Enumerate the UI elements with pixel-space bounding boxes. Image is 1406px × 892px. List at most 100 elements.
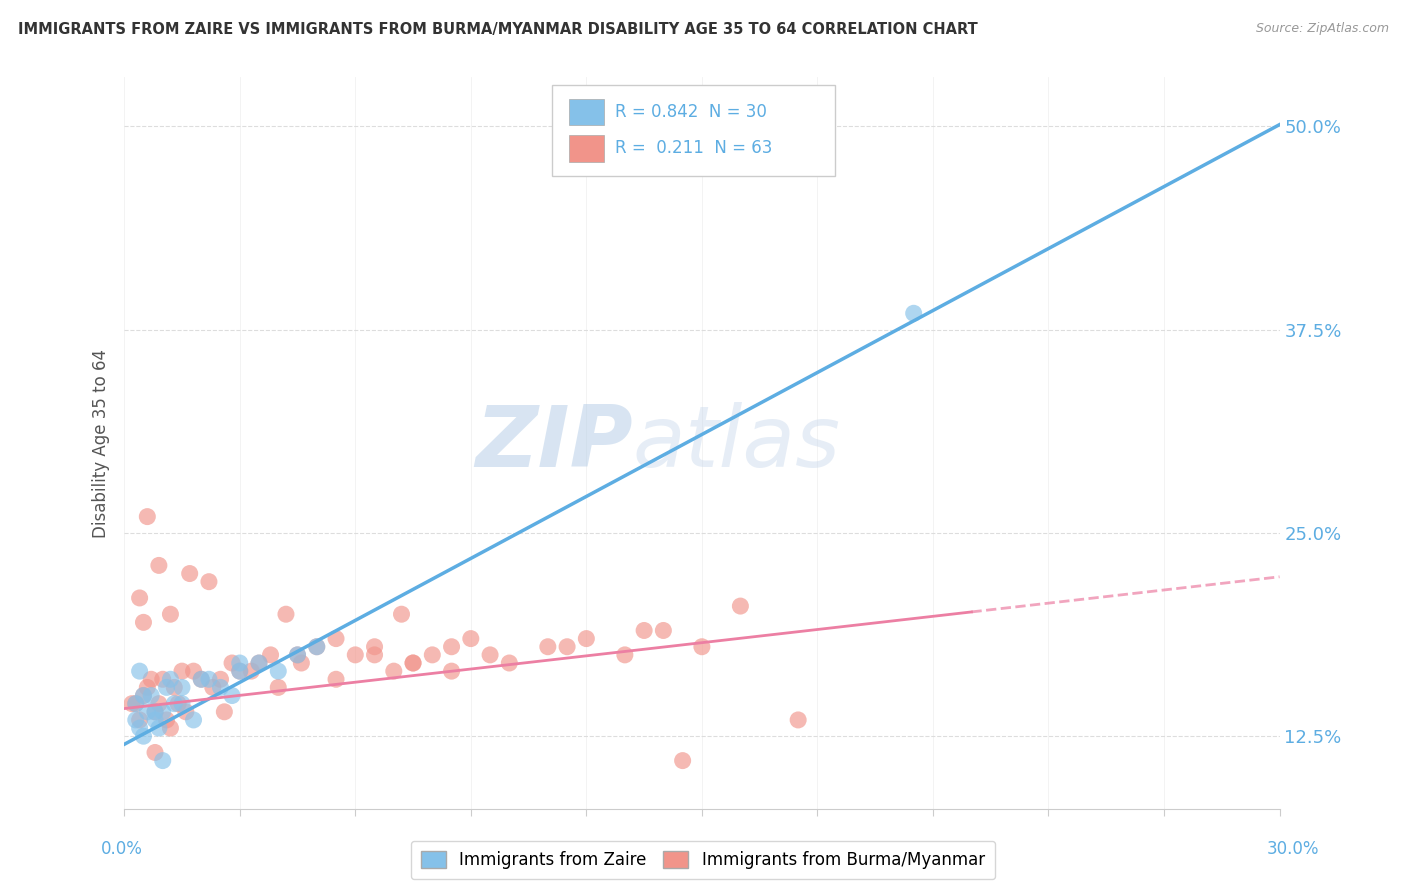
Point <box>344 648 367 662</box>
Text: Source: ZipAtlas.com: Source: ZipAtlas.com <box>1256 22 1389 36</box>
Point <box>128 591 150 605</box>
Point <box>247 656 270 670</box>
Legend: Immigrants from Zaire, Immigrants from Burma/Myanmar: Immigrants from Zaire, Immigrants from B… <box>411 841 995 880</box>
Point <box>305 640 328 654</box>
Point <box>209 681 232 695</box>
FancyBboxPatch shape <box>569 99 603 125</box>
Point <box>174 705 197 719</box>
Point <box>479 648 502 662</box>
Point <box>229 664 252 678</box>
Point <box>143 705 166 719</box>
FancyBboxPatch shape <box>551 85 835 177</box>
Point <box>402 656 425 670</box>
Point <box>214 705 236 719</box>
Point <box>128 721 150 735</box>
Point <box>274 607 297 622</box>
Point <box>141 689 163 703</box>
Y-axis label: Disability Age 35 to 64: Disability Age 35 to 64 <box>93 349 110 538</box>
Point <box>363 648 385 662</box>
Point <box>201 681 224 695</box>
Point <box>440 664 463 678</box>
Point <box>148 721 170 735</box>
Point <box>183 713 205 727</box>
Point <box>229 664 252 678</box>
Point <box>382 664 405 678</box>
Point <box>247 656 270 670</box>
Point <box>690 640 713 654</box>
Point <box>132 615 155 630</box>
Point <box>402 656 425 670</box>
Point <box>420 648 443 662</box>
Point <box>198 574 221 589</box>
Point <box>167 697 190 711</box>
Point <box>190 673 212 687</box>
Point <box>787 713 810 727</box>
Point <box>128 664 150 678</box>
Point <box>190 673 212 687</box>
Point <box>141 673 163 687</box>
Point <box>287 648 309 662</box>
Point <box>170 681 193 695</box>
Point <box>305 640 328 654</box>
Point <box>159 721 181 735</box>
Point <box>125 697 148 711</box>
Point <box>290 656 312 670</box>
Point <box>498 656 520 670</box>
Point <box>363 640 385 654</box>
Point <box>229 656 252 670</box>
Point <box>240 664 263 678</box>
Point <box>136 681 159 695</box>
Point <box>155 681 177 695</box>
Point <box>325 632 347 646</box>
Point <box>136 509 159 524</box>
Point <box>652 624 675 638</box>
Point <box>152 673 174 687</box>
Point <box>132 729 155 743</box>
Point <box>125 713 148 727</box>
Point <box>159 673 181 687</box>
Point <box>287 648 309 662</box>
Point <box>391 607 413 622</box>
Point <box>198 673 221 687</box>
Point <box>537 640 560 654</box>
Point <box>575 632 598 646</box>
Text: R = 0.842  N = 30: R = 0.842 N = 30 <box>616 103 768 120</box>
Text: 30.0%: 30.0% <box>1267 840 1319 858</box>
Point <box>209 673 232 687</box>
Point <box>148 697 170 711</box>
Point <box>132 689 155 703</box>
Point <box>730 599 752 613</box>
Point <box>221 689 243 703</box>
Point <box>267 664 290 678</box>
Point <box>170 664 193 678</box>
Point <box>555 640 578 654</box>
Text: ZIP: ZIP <box>475 402 633 485</box>
Point <box>633 624 655 638</box>
Point <box>672 754 695 768</box>
Point <box>183 664 205 678</box>
Point <box>155 713 177 727</box>
Point <box>143 705 166 719</box>
Point <box>440 640 463 654</box>
FancyBboxPatch shape <box>569 136 603 161</box>
Text: R =  0.211  N = 63: R = 0.211 N = 63 <box>616 139 773 158</box>
Point <box>325 673 347 687</box>
Point <box>259 648 281 662</box>
Point <box>125 697 148 711</box>
Text: IMMIGRANTS FROM ZAIRE VS IMMIGRANTS FROM BURMA/MYANMAR DISABILITY AGE 35 TO 64 C: IMMIGRANTS FROM ZAIRE VS IMMIGRANTS FROM… <box>18 22 979 37</box>
Point <box>460 632 482 646</box>
Point <box>148 558 170 573</box>
Point <box>179 566 201 581</box>
Point <box>170 697 193 711</box>
Point <box>613 648 636 662</box>
Point <box>132 689 155 703</box>
Point <box>143 746 166 760</box>
Point <box>152 705 174 719</box>
Point <box>903 306 925 320</box>
Point <box>267 681 290 695</box>
Point <box>221 656 243 670</box>
Point <box>121 697 143 711</box>
Point <box>152 754 174 768</box>
Text: 0.0%: 0.0% <box>101 840 143 858</box>
Point <box>163 681 186 695</box>
